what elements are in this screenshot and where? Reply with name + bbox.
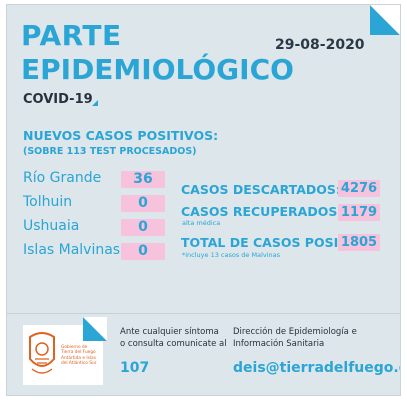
city-value: 0 (121, 195, 165, 212)
new-cases-subheading: (SOBRE 113 TEST PROCESADOS) (23, 146, 197, 157)
discarded-label: CASOS DESCARTADOS: (181, 182, 341, 197)
recovered-label: CASOS RECUPERADOS: (181, 204, 343, 219)
phone-number: 107 (120, 360, 150, 376)
title-line-1: PARTE (21, 19, 122, 52)
contact-email: deis@tierradelfuego.gov.ar (233, 360, 400, 376)
divider (7, 313, 400, 314)
title-line-2: EPIDEMIOLÓGICO (21, 53, 294, 86)
dept-line-2: Información Sanitaria (233, 339, 325, 349)
city-name: Ushuaia (23, 218, 80, 234)
epidemiological-report-card: PARTE EPIDEMIOLÓGICO 29-08-2020 COVID-19… (6, 4, 401, 396)
recovered-value: 1179 (338, 204, 380, 221)
subtitle-covid: COVID-19 (23, 92, 93, 107)
city-value: 36 (121, 171, 165, 188)
dept-line-1: Dirección de Epidemiología e (233, 327, 357, 337)
recovered-note: alta médica (182, 219, 221, 227)
city-name: Islas Malvinas (23, 242, 121, 258)
contact-line-2: o consulta comunicate al (120, 339, 227, 349)
city-value: 0 (121, 219, 165, 236)
total-value: 1805 (338, 234, 380, 251)
corner-fold-icon (83, 317, 107, 341)
contact-line-1: Ante cualquier síntoma (120, 327, 219, 337)
coat-of-arms-icon (29, 332, 55, 374)
discarded-value: 4276 (338, 180, 380, 197)
city-name: Río Grande (23, 170, 102, 186)
triangle-accent-icon (92, 100, 98, 106)
report-date: 29-08-2020 (275, 37, 365, 53)
total-label: TOTAL DE CASOS POSITIVOS (181, 235, 381, 250)
corner-fold-icon (370, 5, 400, 35)
total-note: *incluye 13 casos de Malvinas (182, 251, 281, 259)
city-value: 0 (121, 243, 165, 260)
logo-text: Gobierno de Tierra del Fuego Antártida e… (61, 345, 97, 366)
city-name: Tolhuin (23, 194, 73, 210)
new-cases-heading: NUEVOS CASOS POSITIVOS: (23, 128, 219, 143)
